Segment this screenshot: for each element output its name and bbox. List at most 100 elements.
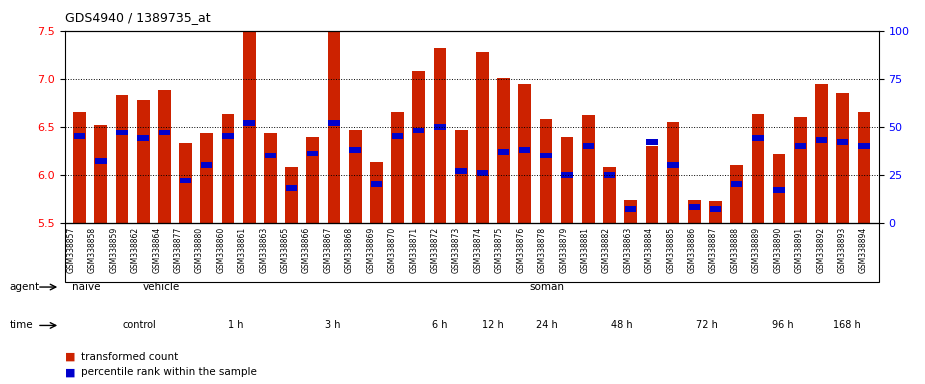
Text: 96 h: 96 h (771, 320, 793, 331)
Text: GSM338862: GSM338862 (130, 227, 140, 273)
Text: 168 h: 168 h (832, 320, 860, 331)
Bar (222, 114, 234, 223)
Bar (476, 170, 488, 176)
Bar (179, 178, 191, 184)
Bar (688, 200, 700, 223)
Bar (646, 146, 659, 223)
Text: GSM338866: GSM338866 (302, 227, 311, 273)
Text: GSM338888: GSM338888 (731, 227, 739, 273)
Text: GSM338879: GSM338879 (559, 227, 568, 273)
Text: percentile rank within the sample: percentile rank within the sample (81, 367, 257, 377)
Bar (772, 154, 785, 223)
Text: GSM338875: GSM338875 (495, 227, 504, 273)
Text: GSM338876: GSM338876 (516, 227, 525, 273)
Text: GSM338886: GSM338886 (687, 227, 697, 273)
Bar (158, 90, 171, 223)
Bar (731, 181, 743, 187)
Bar (476, 52, 488, 223)
Bar (265, 153, 276, 158)
Bar (709, 200, 722, 223)
Bar (159, 130, 170, 136)
Bar (497, 78, 510, 223)
Bar (498, 149, 510, 155)
Bar (858, 143, 870, 149)
Bar (179, 143, 192, 223)
Text: 48 h: 48 h (610, 320, 633, 331)
Text: 12 h: 12 h (482, 320, 504, 331)
Bar (667, 122, 680, 223)
Bar (94, 125, 107, 223)
Text: GSM338894: GSM338894 (859, 227, 868, 273)
Text: GSM338880: GSM338880 (195, 227, 204, 273)
Text: GSM338858: GSM338858 (88, 227, 97, 273)
Bar (519, 147, 530, 153)
Bar (604, 172, 615, 178)
Bar (836, 93, 849, 223)
Text: GSM338889: GSM338889 (752, 227, 761, 273)
Text: vehicle: vehicle (142, 282, 179, 292)
Bar (222, 134, 234, 139)
Text: naive: naive (72, 282, 101, 292)
Bar (392, 134, 403, 139)
Text: GSM338867: GSM338867 (324, 227, 332, 273)
Text: GSM338873: GSM338873 (452, 227, 461, 273)
Bar (307, 151, 318, 157)
Text: GSM338890: GSM338890 (773, 227, 783, 273)
Bar (455, 168, 467, 174)
Bar (434, 124, 446, 130)
Bar (117, 130, 128, 136)
Bar (201, 134, 213, 223)
Text: 3 h: 3 h (325, 320, 340, 331)
Bar (518, 84, 531, 223)
Bar (243, 120, 255, 126)
Text: GSM338864: GSM338864 (152, 227, 161, 273)
Text: GDS4940 / 1389735_at: GDS4940 / 1389735_at (65, 12, 210, 25)
Bar (201, 162, 213, 168)
Bar (539, 119, 552, 223)
Bar (561, 137, 574, 223)
Text: GSM338865: GSM338865 (280, 227, 290, 273)
Bar (264, 134, 277, 223)
Text: 6 h: 6 h (432, 320, 448, 331)
Bar (391, 112, 404, 223)
Text: ■: ■ (65, 367, 75, 377)
Text: GSM338884: GSM338884 (645, 227, 654, 273)
Bar (603, 167, 616, 223)
Bar (73, 112, 86, 223)
Bar (350, 147, 361, 153)
Text: GSM338857: GSM338857 (67, 227, 76, 273)
Bar (794, 117, 807, 223)
Text: soman: soman (529, 282, 564, 292)
Text: 24 h: 24 h (536, 320, 558, 331)
Bar (709, 207, 722, 212)
Text: GSM338882: GSM338882 (602, 227, 611, 273)
Bar (752, 136, 764, 141)
Bar (328, 120, 339, 126)
Bar (242, 31, 255, 223)
Text: ■: ■ (65, 352, 75, 362)
Bar (837, 139, 848, 145)
Bar (624, 200, 637, 223)
Bar (583, 143, 594, 149)
Text: GSM338871: GSM338871 (409, 227, 418, 273)
Text: GSM338887: GSM338887 (709, 227, 718, 273)
Bar (116, 95, 129, 223)
Bar (540, 153, 551, 158)
Bar (371, 181, 382, 187)
Text: GSM338861: GSM338861 (238, 227, 247, 273)
Bar (647, 139, 658, 145)
Text: GSM338874: GSM338874 (474, 227, 483, 273)
Bar (455, 130, 467, 223)
Bar (137, 100, 150, 223)
Bar (434, 48, 446, 223)
Bar (625, 207, 636, 212)
Text: GSM338868: GSM338868 (345, 227, 354, 273)
Bar (815, 84, 828, 223)
Bar (327, 31, 340, 223)
Text: 72 h: 72 h (697, 320, 719, 331)
Text: GSM338870: GSM338870 (388, 227, 397, 273)
Text: agent: agent (9, 282, 40, 292)
Bar (285, 167, 298, 223)
Bar (795, 143, 806, 149)
Text: GSM338885: GSM338885 (666, 227, 675, 273)
